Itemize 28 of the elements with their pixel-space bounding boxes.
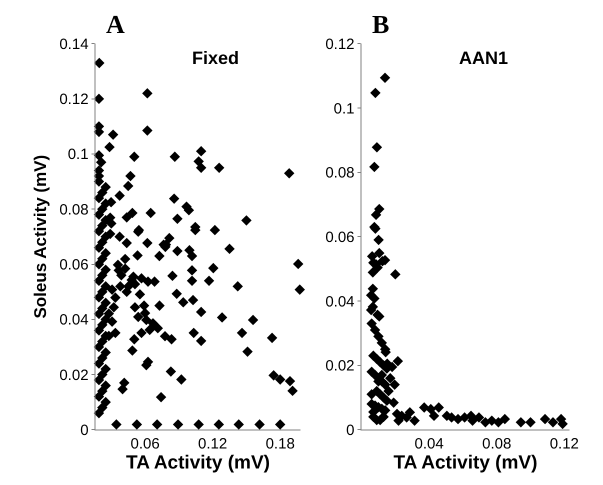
x-axis-title: TA Activity (mV) (126, 452, 270, 474)
y-tick-label: 0.02 (325, 358, 355, 375)
y-tick-label: 0.12 (59, 91, 89, 108)
y-axis-title: Soleus Activity (mV) (30, 154, 50, 319)
x-tick-label: 0.04 (414, 436, 444, 453)
x-axis-title: TA Activity (mV) (393, 452, 538, 474)
y-tick-label: 0.04 (325, 293, 355, 310)
x-tick-label: 0.06 (130, 436, 160, 453)
y-tick-label: 0.08 (59, 201, 89, 218)
chart-title: Fixed (192, 48, 240, 68)
y-tick-label: 0.06 (59, 256, 89, 274)
x-tick-label: 0.18 (266, 436, 295, 453)
x-tick-label: 0.08 (482, 436, 512, 453)
x-tick-label: 0.12 (550, 436, 579, 453)
y-tick-label: 0.02 (59, 366, 89, 384)
y-tick-label: 0.1 (334, 100, 355, 118)
y-tick-label: 0 (346, 422, 355, 439)
text: A (106, 10, 125, 39)
y-tick-label: 0.08 (325, 164, 355, 182)
y-tick-label: 0 (80, 422, 89, 439)
y-tick-label: 0.12 (325, 36, 355, 53)
x-tick-label: 0.12 (198, 436, 228, 453)
y-tick-label: 0.04 (59, 312, 89, 329)
text: B (372, 10, 390, 39)
chart-title: AAN1 (459, 48, 508, 68)
y-tick-label: 0.1 (68, 146, 89, 164)
y-tick-label: 0.14 (59, 36, 89, 53)
y-tick-label: 0.06 (325, 228, 355, 246)
